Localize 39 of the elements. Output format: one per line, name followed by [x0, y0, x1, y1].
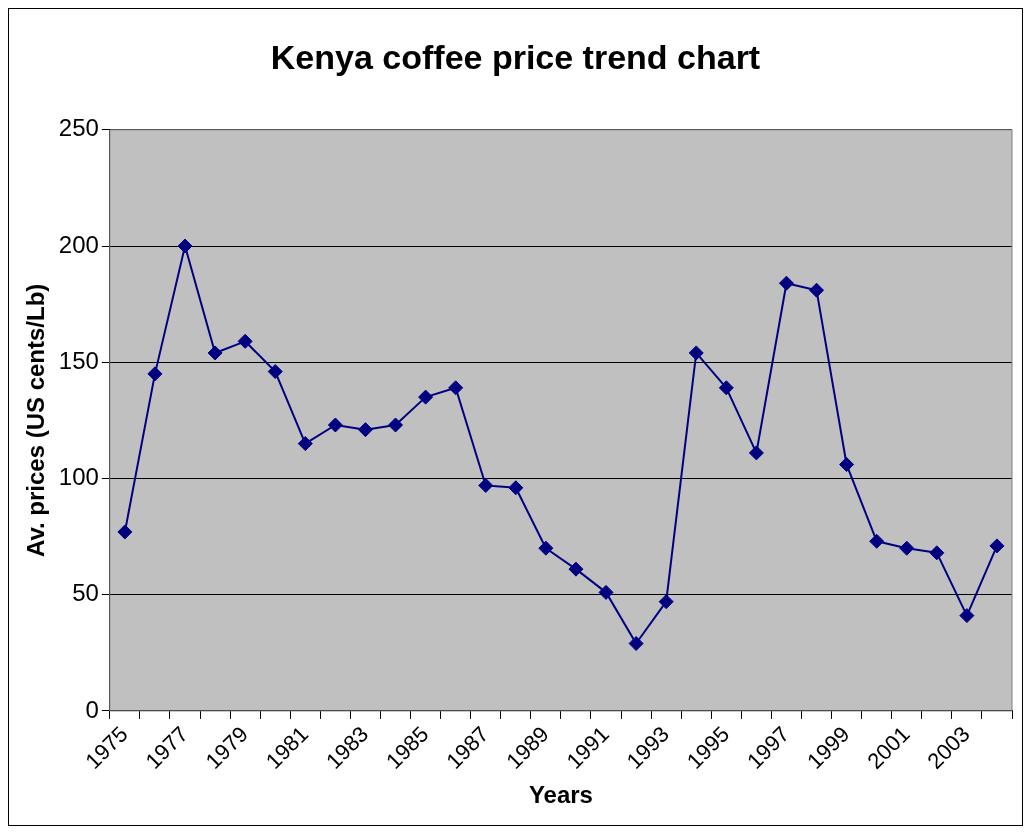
y-tick-label: 250 — [58, 114, 99, 142]
point — [357, 422, 373, 438]
point — [809, 282, 825, 298]
point — [388, 417, 404, 433]
point — [899, 540, 915, 556]
y-tick-label: 50 — [72, 579, 99, 607]
point — [989, 538, 1005, 554]
point — [478, 477, 494, 493]
point — [658, 594, 674, 610]
point — [327, 417, 343, 433]
y-tick-label: 0 — [85, 695, 99, 723]
point — [117, 524, 133, 540]
point — [688, 345, 704, 361]
point — [778, 275, 794, 291]
point — [959, 608, 975, 624]
y-axis-title: Av. prices (US cents/Lb) — [22, 283, 50, 558]
point — [418, 389, 434, 405]
point — [839, 457, 855, 473]
x-axis-title: Years — [528, 781, 593, 809]
point — [568, 561, 584, 577]
point — [267, 364, 283, 380]
y-tick-label: 200 — [58, 230, 99, 258]
point — [237, 333, 253, 349]
y-tick-label: 150 — [58, 346, 99, 374]
point — [869, 533, 885, 549]
y-tick-label: 100 — [58, 463, 99, 491]
point — [929, 545, 945, 561]
point — [598, 584, 614, 600]
point — [538, 540, 554, 556]
point — [177, 238, 193, 254]
chart-title: Kenya coffee price trend chart — [270, 37, 761, 76]
point — [628, 636, 644, 652]
point — [718, 380, 734, 396]
point — [207, 345, 223, 361]
point — [147, 366, 163, 382]
point — [297, 436, 313, 452]
point — [748, 445, 764, 461]
point — [448, 380, 464, 396]
point — [508, 480, 524, 496]
